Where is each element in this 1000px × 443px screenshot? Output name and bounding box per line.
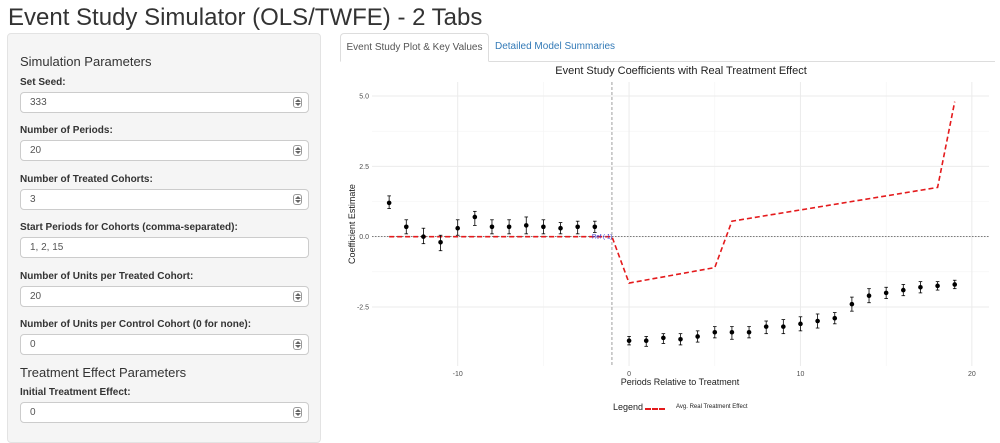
sidebar-panel: Simulation Parameters Set Seed: 333 Numb… [7, 33, 321, 443]
y-tick-label: 0.0 [359, 234, 369, 241]
coefficient-point [815, 318, 820, 324]
coefficient-point [781, 324, 786, 329]
coefficient-point [489, 224, 495, 230]
units-control-value: 0 [30, 339, 36, 350]
start-periods-value: 1, 2, 15 [30, 242, 64, 253]
coefficient-point [558, 225, 563, 231]
coefficient-point [506, 224, 512, 230]
periods-label: Number of Periods: [20, 125, 113, 136]
x-tick-label: -10 [453, 371, 463, 378]
coefficient-point [661, 335, 666, 341]
coefficient-point [695, 334, 700, 339]
coefficient-point [386, 200, 392, 206]
start-periods-label: Start Periods for Cohorts (comma-separat… [20, 222, 238, 233]
initial-effect-label: Initial Treatment Effect: [20, 387, 131, 398]
units-treated-stepper-icon[interactable] [293, 291, 302, 302]
legend-key-dashed-line [645, 408, 665, 410]
coefficient-point [746, 329, 752, 335]
seed-input[interactable]: 333 [20, 92, 309, 113]
seed-value: 333 [30, 97, 47, 108]
coefficient-point [592, 224, 598, 230]
y-tick-label: 5.0 [359, 94, 369, 101]
legend-title: Legend [613, 402, 644, 412]
coefficient-point [523, 223, 529, 228]
coefficient-point [798, 321, 803, 327]
reference-label: Ref (-1) [592, 235, 612, 241]
periods-input[interactable]: 20 [20, 140, 309, 161]
x-tick-label: 20 [968, 371, 976, 378]
y-tick-label: 2.5 [359, 164, 369, 171]
coefficient-point [626, 338, 632, 343]
coefficient-point [438, 239, 443, 245]
periods-value: 20 [30, 145, 42, 156]
coefficient-point [678, 336, 683, 342]
coefficient-point [421, 234, 426, 239]
coefficient-point [712, 329, 718, 335]
initial-effect-input[interactable]: 0 [20, 402, 309, 423]
chart-title: Event Study Coefficients with Real Treat… [555, 65, 807, 77]
simulation-parameters-heading: Simulation Parameters [20, 54, 152, 69]
x-axis-label: Periods Relative to Treatment [620, 377, 740, 387]
coefficient-point [455, 225, 460, 231]
treated-cohorts-input[interactable]: 3 [20, 189, 309, 210]
treated-cohorts-value: 3 [30, 194, 36, 205]
coefficient-point [575, 224, 580, 230]
coefficient-point [918, 284, 923, 290]
units-treated-input[interactable]: 20 [20, 286, 309, 307]
coefficient-point [832, 315, 838, 321]
coefficient-point [883, 290, 889, 296]
tab-event-study-plot[interactable]: Event Study Plot & Key Values [340, 33, 489, 62]
initial-effect-value: 0 [30, 407, 36, 418]
coefficient-point [403, 224, 409, 230]
units-control-stepper-icon[interactable] [293, 339, 302, 350]
coefficient-point [472, 214, 478, 220]
coefficient-point [643, 338, 649, 343]
coefficient-point [849, 301, 855, 307]
initial-effect-stepper-icon[interactable] [293, 407, 302, 418]
units-treated-value: 20 [30, 291, 42, 302]
coefficient-point [763, 324, 769, 329]
coefficient-point [866, 293, 872, 299]
tab-detailed-model-summaries[interactable]: Detailed Model Summaries [494, 41, 616, 52]
coefficient-point [729, 329, 735, 335]
x-tick-label: 0 [627, 371, 631, 378]
x-tick-label: 10 [797, 371, 805, 378]
event-study-chart: -10 0 10 20 5.0 2.5 0.0 -2.5 Ref (-1) [357, 82, 989, 378]
units-control-input[interactable]: 0 [20, 334, 309, 355]
treatment-parameters-heading: Treatment Effect Parameters [20, 365, 187, 380]
coefficient-point [541, 224, 546, 230]
units-control-label: Number of Units per Control Cohort (0 fo… [20, 319, 252, 330]
real-treatment-effect-line [389, 101, 956, 284]
treated-cohorts-label: Number of Treated Cohorts: [20, 174, 153, 185]
start-periods-input[interactable]: 1, 2, 15 [20, 237, 309, 258]
legend-label-real-effect: Avg. Real Treatment Effect [676, 404, 748, 410]
seed-stepper-icon[interactable] [293, 97, 302, 108]
tab-bar: Event Study Plot & Key Values Detailed M… [340, 33, 995, 62]
y-tick-label: -2.5 [357, 304, 369, 311]
treated-cohorts-stepper-icon[interactable] [293, 194, 302, 205]
coefficient-point [901, 287, 906, 293]
coefficient-point [935, 283, 940, 289]
units-treated-label: Number of Units per Treated Cohort: [20, 271, 194, 282]
coefficient-point [952, 282, 958, 287]
app-title: Event Study Simulator (OLS/TWFE) - 2 Tab… [8, 4, 483, 31]
periods-stepper-icon[interactable] [293, 145, 302, 156]
seed-label: Set Seed: [20, 77, 66, 88]
